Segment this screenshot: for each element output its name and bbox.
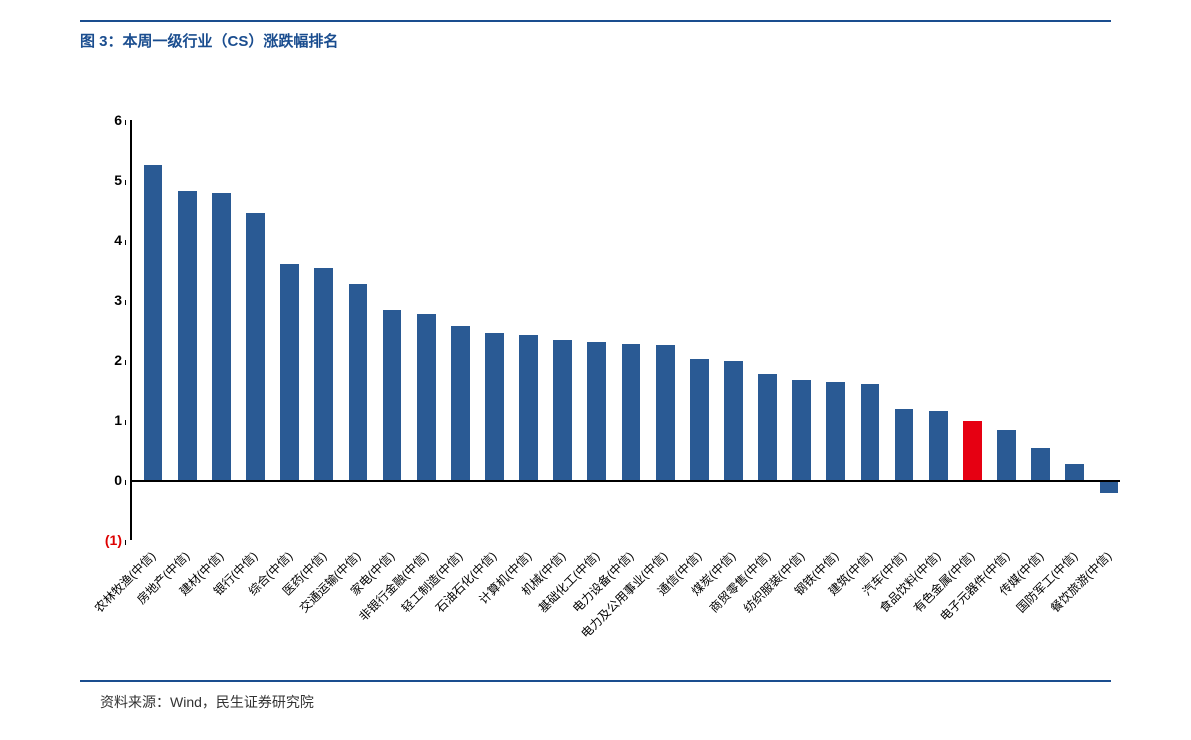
chart-bar bbox=[1065, 464, 1084, 480]
y-tick-mark bbox=[125, 480, 126, 485]
y-tick-label: 4 bbox=[114, 232, 122, 248]
chart-bar bbox=[826, 382, 845, 480]
y-tick-label: 6 bbox=[114, 112, 122, 128]
chart-bar bbox=[963, 421, 982, 480]
bars-container bbox=[130, 120, 1120, 540]
chart-title: 图 3：本周一级行业（CS）涨跌幅排名 bbox=[80, 30, 338, 51]
chart-bar bbox=[246, 213, 265, 480]
chart-bar bbox=[622, 344, 641, 480]
chart-bar bbox=[724, 361, 743, 480]
chart-bar bbox=[997, 430, 1016, 480]
y-tick-label: 3 bbox=[114, 292, 122, 308]
y-tick-label: 5 bbox=[114, 172, 122, 188]
chart-bar bbox=[519, 335, 538, 480]
chart-bar bbox=[280, 264, 299, 480]
chart-bar bbox=[553, 340, 572, 480]
chart-bar bbox=[144, 165, 163, 480]
chart-bar bbox=[349, 284, 368, 480]
y-tick-label: 2 bbox=[114, 352, 122, 368]
y-tick-label: (1) bbox=[105, 532, 122, 548]
chart-bar bbox=[212, 193, 231, 480]
y-tick-mark bbox=[125, 120, 126, 125]
footer-rule bbox=[80, 680, 1111, 682]
chart-plot-area: (1)0123456 bbox=[130, 120, 1120, 540]
chart-bar bbox=[1100, 480, 1119, 493]
chart-bar bbox=[451, 326, 470, 480]
y-tick-mark bbox=[125, 180, 126, 185]
y-tick-mark bbox=[125, 420, 126, 425]
chart-bar bbox=[314, 268, 333, 480]
y-tick-mark bbox=[125, 540, 126, 545]
chart-bar bbox=[792, 380, 811, 480]
y-tick-label: 0 bbox=[114, 472, 122, 488]
y-tick-mark bbox=[125, 360, 126, 365]
chart-bar bbox=[895, 409, 914, 480]
x-axis-line bbox=[130, 480, 1120, 482]
source-text: 资料来源：Wind，民生证券研究院 bbox=[100, 692, 314, 712]
y-tick-mark bbox=[125, 300, 126, 305]
chart-bar bbox=[690, 359, 709, 480]
chart-bar bbox=[417, 314, 436, 480]
chart-bar bbox=[383, 310, 402, 480]
y-tick-mark bbox=[125, 240, 126, 245]
chart-bar bbox=[861, 384, 880, 480]
chart-bar bbox=[656, 345, 675, 480]
chart-bar bbox=[929, 411, 948, 480]
chart-bar bbox=[485, 333, 504, 480]
chart-bar bbox=[1031, 448, 1050, 480]
y-tick-label: 1 bbox=[114, 412, 122, 428]
header-rule bbox=[80, 20, 1111, 22]
chart-bar bbox=[587, 342, 606, 480]
chart-bar bbox=[178, 191, 197, 480]
chart-bar bbox=[758, 374, 777, 480]
